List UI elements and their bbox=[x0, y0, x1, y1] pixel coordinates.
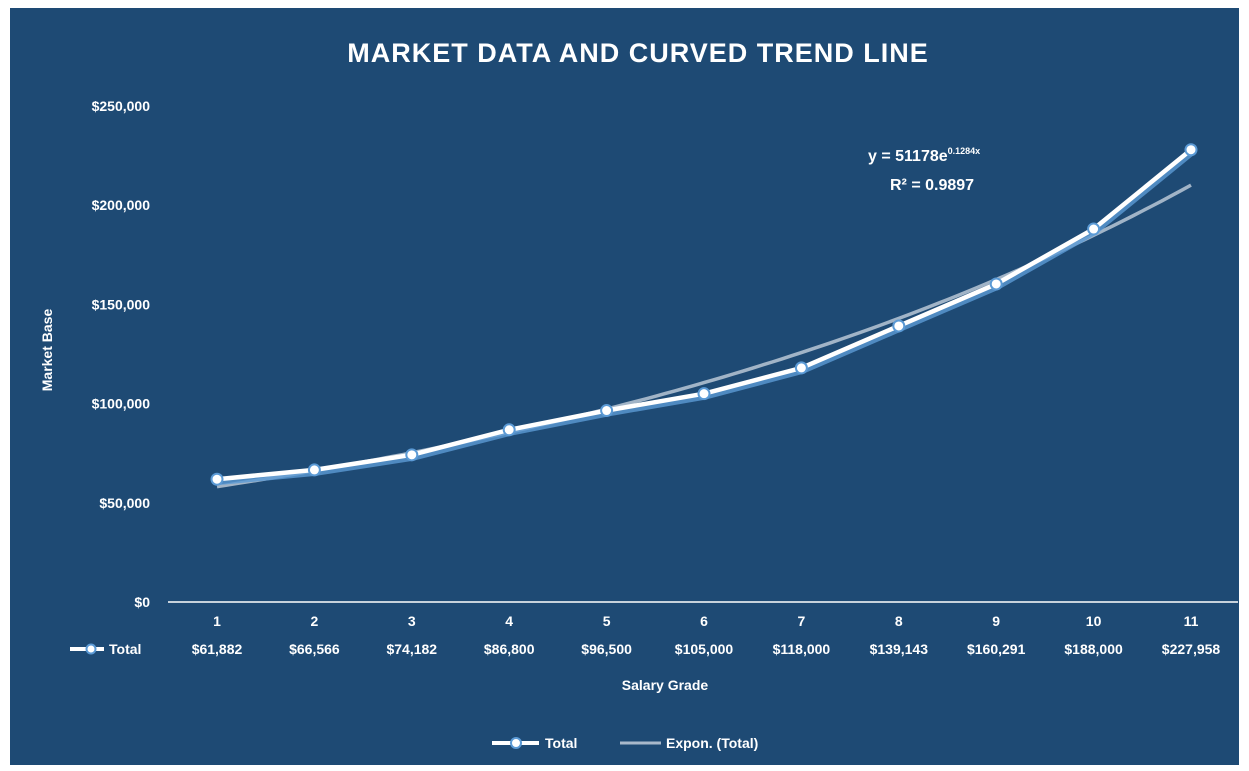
data-point bbox=[1184, 143, 1198, 157]
x-tick-label: 6 bbox=[700, 613, 708, 629]
x-axis-ticks: 1 2 3 4 5 6 7 8 9 10 11 bbox=[213, 613, 1199, 629]
x-tick-label: 1 bbox=[213, 613, 221, 629]
x-tick-label: 3 bbox=[408, 613, 416, 629]
y-tick-label: $0 bbox=[134, 594, 150, 610]
data-table-value: $160,291 bbox=[967, 641, 1026, 657]
data-table-value: $66,566 bbox=[289, 641, 340, 657]
data-table-value: $188,000 bbox=[1064, 641, 1123, 657]
data-table-series-label: Total bbox=[109, 641, 141, 657]
data-table-value: $118,000 bbox=[773, 641, 831, 657]
legend: Total Expon. (Total) bbox=[492, 735, 758, 751]
data-table-value: $96,500 bbox=[581, 641, 632, 657]
data-point bbox=[502, 423, 516, 437]
x-tick-label: 5 bbox=[603, 613, 611, 629]
chart-svg: MARKET DATA AND CURVED TREND LINE Market… bbox=[39, 38, 1238, 751]
equation-r2: R² = 0.9897 bbox=[890, 177, 974, 194]
data-table-value: $86,800 bbox=[484, 641, 535, 657]
legend-item-total[interactable]: Total bbox=[492, 735, 577, 751]
equation-exponent: 0.1284x bbox=[948, 146, 981, 156]
x-tick-label: 11 bbox=[1184, 613, 1199, 629]
x-tick-label: 9 bbox=[992, 613, 1000, 629]
data-point bbox=[1087, 222, 1101, 236]
y-axis-ticks: $0 $50,000 $100,000 $150,000 $200,000 $250,00… bbox=[92, 98, 151, 610]
data-point bbox=[210, 472, 224, 486]
y-tick-label: $150,000 bbox=[92, 296, 151, 312]
x-axis-label: Salary Grade bbox=[622, 677, 709, 693]
legend-label-total: Total bbox=[545, 735, 577, 751]
y-tick-label: $50,000 bbox=[99, 495, 150, 511]
x-tick-label: 8 bbox=[895, 613, 903, 629]
data-point bbox=[794, 361, 808, 375]
data-table-value: $139,143 bbox=[870, 641, 929, 657]
data-table-value: $61,882 bbox=[192, 641, 243, 657]
x-tick-label: 7 bbox=[798, 613, 806, 629]
drop-lines bbox=[216, 149, 1192, 602]
series-total-markers bbox=[210, 143, 1198, 486]
svg-text:y = 51178e0.1284x: y = 51178e0.1284x bbox=[868, 146, 980, 165]
data-point bbox=[892, 319, 906, 333]
y-tick-label: $250,000 bbox=[92, 98, 151, 114]
data-point bbox=[600, 404, 614, 418]
y-tick-label: $100,000 bbox=[92, 396, 151, 412]
y-tick-label: $200,000 bbox=[92, 197, 151, 213]
data-table-value: $105,000 bbox=[675, 641, 734, 657]
x-tick-label: 2 bbox=[311, 613, 319, 629]
data-point bbox=[307, 463, 321, 477]
chart-title: MARKET DATA AND CURVED TREND LINE bbox=[347, 38, 929, 68]
trendline-equation: y = 51178e0.1284x R² = 0.9897 bbox=[868, 146, 980, 194]
equation-base: y = 51178e bbox=[868, 148, 948, 165]
data-table-values: $61,882 $66,566 $74,182 $86,800 $96,500 $105,… bbox=[192, 641, 1221, 657]
chart-panel: MARKET DATA AND CURVED TREND LINE Market… bbox=[10, 8, 1239, 765]
x-tick-label: 4 bbox=[505, 613, 513, 629]
x-tick-label: 10 bbox=[1086, 613, 1102, 629]
data-point bbox=[405, 448, 419, 462]
series-total-shadow bbox=[217, 150, 1194, 486]
y-axis-label: Market Base bbox=[39, 309, 55, 392]
data-point bbox=[697, 387, 711, 401]
data-table-value: $74,182 bbox=[386, 641, 437, 657]
legend-label-expon: Expon. (Total) bbox=[666, 735, 758, 751]
data-table-legend-key: Total bbox=[70, 641, 141, 657]
data-point bbox=[989, 277, 1003, 291]
legend-item-expon[interactable]: Expon. (Total) bbox=[620, 735, 758, 751]
data-table-value: $227,958 bbox=[1162, 641, 1221, 657]
